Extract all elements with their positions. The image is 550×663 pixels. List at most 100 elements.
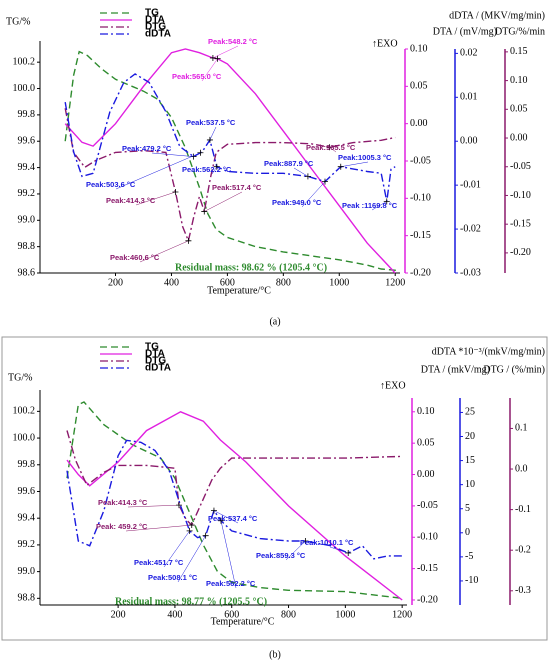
x-tick-label: 1200	[392, 609, 412, 620]
series-line	[64, 108, 396, 244]
peak-label: Peak:562.2 °C	[182, 165, 232, 174]
legend-label: DTG	[145, 356, 166, 367]
annotation-leader	[220, 520, 237, 589]
y3-tick-label: 0.01	[460, 92, 478, 103]
y3-tick-label: 15	[465, 455, 475, 466]
x-tick-label: 1200	[385, 277, 405, 288]
annotation-leader	[329, 546, 349, 554]
y2-tick-label: 0.05	[417, 437, 435, 448]
peak-marker	[186, 527, 193, 534]
peak-label: Peak:1010.1 °C	[300, 538, 354, 547]
x-tick-label: 200	[111, 609, 126, 620]
y-tick-label: 98.8	[18, 593, 36, 604]
annotation-leader	[329, 147, 337, 153]
y2-tick-label: -0.10	[410, 193, 431, 204]
peak-label: Peak:414.3 °C	[106, 196, 156, 205]
peak-marker	[337, 163, 344, 170]
y2-tick-label: -0.05	[417, 500, 438, 511]
peak-marker	[175, 502, 182, 509]
annotation-leader	[201, 58, 218, 82]
annotation-leader	[340, 161, 369, 167]
y-tick-label: 100.0	[13, 432, 36, 443]
y2-tick-label: -0.20	[417, 594, 438, 605]
x-tick-label: 1000	[329, 277, 349, 288]
peak-label: Peak:479.2 °C	[122, 144, 172, 153]
peak-marker	[185, 237, 192, 244]
y4-tick-label: -0.05	[510, 161, 531, 172]
annotation-leader	[371, 201, 387, 211]
series-line	[66, 439, 403, 560]
annotation-leader	[211, 166, 218, 175]
x-axis-title: Temperature/°C	[207, 285, 271, 296]
peak-marker	[214, 55, 221, 62]
y3-tick-label: 25	[465, 407, 475, 418]
y3-tick-label: -0.02	[460, 223, 481, 234]
y2-tick-label: -0.15	[417, 563, 438, 574]
peak-label: Peak:508.1 °C	[148, 573, 198, 582]
y3-title: DTA / (mV/mg)	[433, 26, 497, 37]
y-tick-label: 99.4	[18, 162, 36, 173]
annotation-leader	[127, 504, 179, 508]
residual-label: Residual mass: 98.77 % (1205.5 °C)	[115, 596, 267, 607]
peak-marker	[302, 537, 309, 544]
y4-tick-label: -0.2	[515, 545, 531, 556]
panel-label: (b)	[269, 649, 281, 660]
y-tick-label: 99.0	[18, 566, 36, 577]
y3-title: DTA / (mkV/mg)	[421, 364, 490, 375]
y4-tick-label: -0.10	[510, 190, 531, 201]
peak-label: Peak:548.2 °C	[208, 37, 258, 46]
x-tick-label: 400	[167, 609, 182, 620]
annotation-leader	[177, 535, 206, 583]
panel-border	[1, 336, 548, 641]
y-tick-label: 99.6	[18, 486, 36, 497]
x-tick-label: 600	[220, 277, 235, 288]
peak-label: Peak:1005.3 °C	[338, 153, 392, 162]
annotation-leader	[285, 540, 306, 561]
peak-label: Peak:537.5 °C	[186, 118, 236, 127]
annotation-leader	[139, 240, 189, 263]
legend-label: DTA	[145, 349, 165, 360]
y4-tick-label: 0.05	[510, 104, 528, 115]
exo--title: ↑EXO	[380, 380, 406, 391]
y4-tick-label: -0.15	[510, 218, 531, 229]
peak-label: Peak:414.3 °C	[98, 498, 148, 507]
peak-label: Peak:887.9 °C	[264, 159, 314, 168]
annotation-leader	[212, 45, 239, 59]
y3-tick-label: -5	[465, 551, 473, 562]
peak-label: Peak:965.5 °C	[306, 143, 356, 152]
y-tick-label: 99.2	[18, 539, 36, 550]
y2-tick-label: 0.10	[410, 43, 428, 54]
y-tick-label: 98.8	[18, 241, 36, 252]
legend-label: dDTA	[145, 29, 171, 40]
series-line	[66, 401, 403, 599]
x-tick-label: 1000	[335, 609, 355, 620]
series-line	[64, 50, 397, 272]
y-tick-label: 100.2	[13, 56, 36, 67]
y2-tick-label: -0.20	[410, 267, 431, 278]
y3-tick-label: 20	[465, 431, 475, 442]
y2-tick-label: 0.00	[410, 118, 428, 129]
y4-tick-label: -0.3	[515, 585, 531, 596]
peak-label: Peak:565.0 °C	[172, 72, 222, 81]
legend-label: TG	[145, 8, 159, 19]
y-tick-label: 99.4	[18, 512, 36, 523]
peak-marker	[210, 507, 217, 514]
y4-tick-label: 0.10	[510, 75, 528, 86]
peak-label: Peak:517.4 °C	[212, 183, 262, 192]
peak-marker	[206, 136, 213, 143]
x-tick-label: 400	[164, 277, 179, 288]
peak-label: Peak:503.6 °C	[86, 180, 136, 189]
panel-label: (a)	[269, 316, 280, 327]
peak-marker	[322, 178, 329, 185]
y3-tick-label: 10	[465, 479, 475, 490]
residual-label: Residual mass: 98.62 % (1205.4 °C)	[175, 262, 327, 273]
y3-tick-label: -0.01	[460, 179, 481, 190]
y3-tick-label: 5	[465, 503, 470, 514]
y2-title: dDTA / (MKV/mg/min)	[449, 10, 545, 21]
peak-marker	[383, 198, 390, 205]
x-tick-label: 600	[224, 609, 239, 620]
annotation-leader	[135, 191, 176, 206]
y4-title: DTG/%/min	[495, 26, 545, 37]
annotation-leader	[115, 152, 201, 190]
